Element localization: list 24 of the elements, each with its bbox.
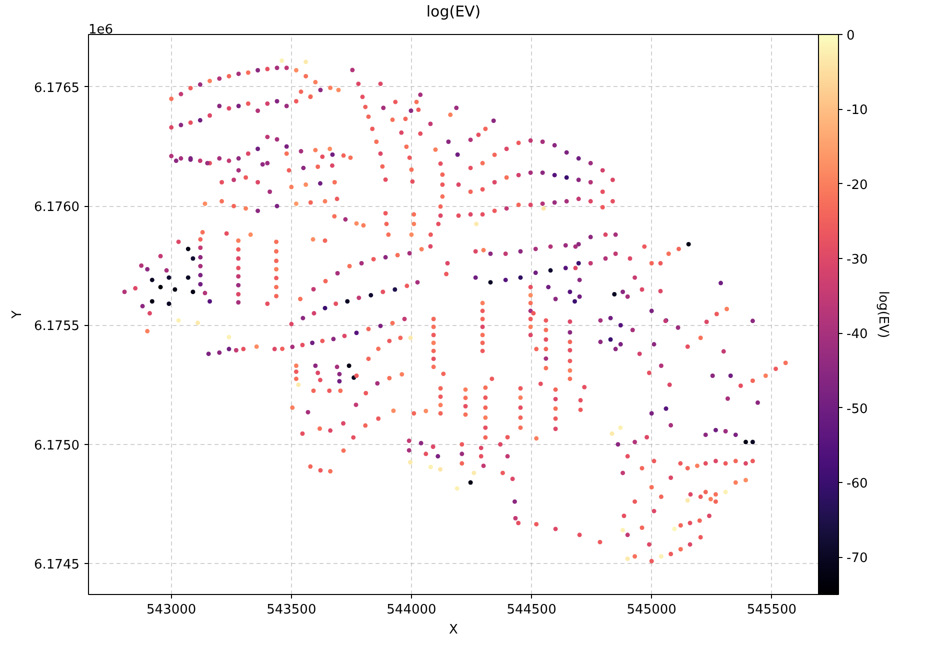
color-bar-label: -70 <box>846 551 868 566</box>
x-tick-label: 545000 <box>626 602 676 618</box>
color-bar-label: -30 <box>846 252 868 268</box>
color-bar-label: -10 <box>846 103 868 118</box>
y-tick-label: 6.1750 <box>34 438 80 454</box>
color-bar-label: -20 <box>846 178 868 193</box>
y-tick-label: 6.1745 <box>34 558 80 573</box>
x-tick-label: 545500 <box>746 602 796 618</box>
color-bar-label: 0 <box>846 28 855 44</box>
x-tick-label: 543500 <box>266 602 316 618</box>
x-axis-title: X <box>449 622 458 638</box>
color-bar-title: log(EV) <box>876 290 890 338</box>
color-bar-label: -40 <box>846 327 868 342</box>
annotation: 1e6 <box>88 22 114 38</box>
color-bar-label: -60 <box>846 476 868 492</box>
y-axis-title: Y <box>10 310 26 320</box>
y-tick-label: 6.1755 <box>34 319 80 334</box>
chart-title: log(EV) <box>426 2 481 20</box>
x-tick-label: 544000 <box>386 602 436 618</box>
y-tick-label: 6.1760 <box>34 200 80 216</box>
y-tick-label: 6.1765 <box>34 80 80 96</box>
color-bar-label: -50 <box>846 402 868 417</box>
x-tick-label: 543000 <box>146 602 196 618</box>
x-tick-label: 544500 <box>506 602 556 618</box>
